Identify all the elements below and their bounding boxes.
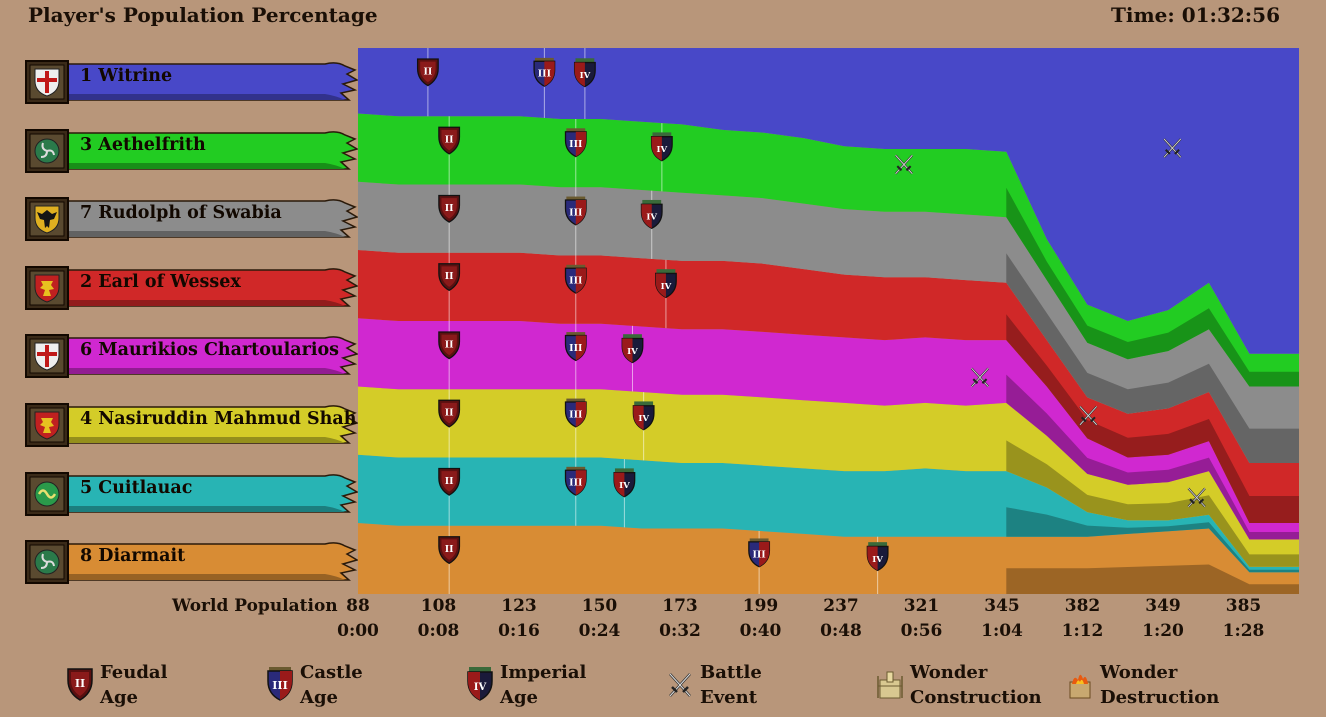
x-tick-population: 150 xyxy=(581,596,618,616)
legend-castle-label: Castle Age xyxy=(300,662,363,708)
banner-flag-icon xyxy=(25,403,359,447)
player-banner: 7 Rudolph of Swabia xyxy=(25,197,360,242)
series-area xyxy=(358,454,1299,573)
player-crest-icon xyxy=(34,480,60,507)
series-military-band xyxy=(1006,374,1299,540)
player-name: 1 Witrine xyxy=(80,66,173,86)
player-name: 5 Cuitlauac xyxy=(80,477,193,498)
x-tick-population: 237 xyxy=(823,596,859,616)
player-banner: 4 Nasiruddin Mahmud Shah xyxy=(25,403,360,447)
x-tick-time: 1:12 xyxy=(1061,621,1104,641)
series-area xyxy=(358,386,1299,567)
player-name: 4 Nasiruddin Mahmud Shah xyxy=(80,409,357,429)
series-area-fill xyxy=(358,113,1299,387)
series-military-band xyxy=(1006,507,1299,573)
player-name: 7 Rudolph of Swabia xyxy=(80,203,282,224)
player-name: 8 Diarmait xyxy=(80,546,186,567)
player-crest-icon xyxy=(34,549,60,576)
series-area xyxy=(358,181,1299,464)
x-tick-time: 0:40 xyxy=(739,621,782,641)
player-name: 3 Aethelfrith xyxy=(80,134,206,155)
series-area-fill xyxy=(358,454,1299,573)
player-banner: 3 Aethelfrith xyxy=(25,128,360,173)
legend-feudal-label: Feudal Age xyxy=(100,662,168,708)
series-military-band xyxy=(1006,253,1299,463)
legend-imperial-label: Imperial Age xyxy=(500,662,587,708)
player-name: 2 Earl of Wessex xyxy=(80,271,241,292)
x-tick-time: 1:28 xyxy=(1222,621,1265,641)
banner-flag-icon xyxy=(25,128,359,173)
series-military-band xyxy=(1006,314,1299,523)
banner-flag-icon xyxy=(25,334,359,379)
x-tick-population: 385 xyxy=(1225,596,1262,616)
player-banner: 2 Earl of Wessex xyxy=(25,265,360,310)
x-tick-time: 1:04 xyxy=(981,621,1023,641)
crossed-swords-icon xyxy=(666,666,694,702)
population-area-chart xyxy=(358,48,1299,594)
player-banner: 6 Maurikios Chartoularios xyxy=(25,334,360,379)
banner-flag-icon xyxy=(25,265,359,310)
x-tick-time: 0:24 xyxy=(578,621,621,641)
banner-flag-icon xyxy=(25,197,359,242)
banner-flag-icon xyxy=(25,540,359,585)
series-military-band xyxy=(1006,440,1299,567)
banner-flag-icon xyxy=(25,471,359,516)
x-tick-population: 199 xyxy=(742,596,779,616)
series-area xyxy=(358,113,1299,387)
series-area-fill xyxy=(358,386,1299,567)
banner-flag-icon xyxy=(25,60,359,104)
x-tick-population: 108 xyxy=(420,596,457,616)
page-title: Player's Population Percentage xyxy=(28,3,378,27)
x-tick-time: 0:00 xyxy=(337,621,379,641)
x-tick-time: 0:16 xyxy=(498,621,540,641)
imperial-age-icon xyxy=(466,666,494,702)
x-tick-time: 0:56 xyxy=(900,621,943,641)
legend-wonder-construction-label: Wonder Construction xyxy=(910,662,1042,708)
series-area xyxy=(358,48,1299,354)
series-area xyxy=(358,250,1299,523)
x-tick-population: 321 xyxy=(903,596,940,616)
player-banner: 8 Diarmait xyxy=(25,540,360,585)
player-banner: 5 Cuitlauac xyxy=(25,471,360,516)
player-crest-icon xyxy=(34,137,60,164)
world-population-label: World Population xyxy=(172,596,338,616)
x-tick-time: 0:08 xyxy=(417,621,460,641)
x-tick-time: 0:32 xyxy=(659,621,701,641)
series-area xyxy=(358,318,1299,540)
x-tick-population: 349 xyxy=(1145,596,1181,616)
x-tick-population: 173 xyxy=(662,596,698,616)
series-area-fill xyxy=(358,181,1299,464)
series-area xyxy=(358,523,1299,594)
series-area-fill xyxy=(358,318,1299,540)
wonder-construction-icon xyxy=(876,666,904,702)
x-tick-population: 382 xyxy=(1064,596,1101,616)
wonder-destruction-icon xyxy=(1066,666,1094,702)
legend-battle-label: Battle Event xyxy=(700,662,762,708)
series-military-band xyxy=(1006,564,1299,594)
player-banner: 1 Witrine xyxy=(25,60,360,104)
series-area-fill xyxy=(358,48,1299,354)
legend-wonder-destruction-label: Wonder Destruction xyxy=(1100,662,1220,708)
x-tick-time: 1:20 xyxy=(1142,621,1184,641)
castle-age-icon xyxy=(266,666,294,702)
series-area-fill xyxy=(358,250,1299,523)
player-name: 6 Maurikios Chartoularios xyxy=(80,340,340,361)
x-tick-population: 123 xyxy=(501,596,537,616)
x-tick-time: 0:48 xyxy=(820,621,862,641)
series-military-band xyxy=(1006,187,1299,387)
x-tick-population: 345 xyxy=(984,596,1020,616)
x-tick-population: 88 xyxy=(346,596,370,616)
feudal-age-icon xyxy=(66,666,94,702)
game-time: Time: 01:32:56 xyxy=(1111,3,1280,27)
